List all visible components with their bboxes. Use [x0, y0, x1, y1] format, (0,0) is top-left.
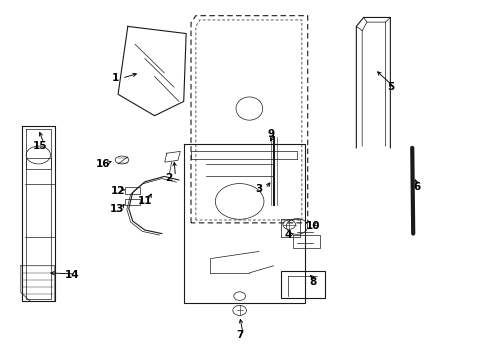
Text: 2: 2: [165, 173, 172, 183]
Text: 14: 14: [64, 270, 79, 280]
Text: 5: 5: [386, 82, 393, 92]
Bar: [125, 199, 140, 205]
Bar: [125, 187, 140, 194]
Text: 9: 9: [267, 129, 274, 139]
Text: 4: 4: [284, 230, 291, 240]
Text: 16: 16: [96, 159, 110, 169]
Text: 11: 11: [137, 197, 152, 206]
Bar: [292, 235, 319, 248]
Text: 10: 10: [305, 221, 319, 231]
Bar: [26, 158, 51, 169]
Text: 8: 8: [308, 277, 316, 287]
Text: 6: 6: [413, 182, 420, 192]
Text: 7: 7: [236, 330, 243, 341]
Text: 12: 12: [111, 186, 125, 196]
Text: 15: 15: [33, 141, 47, 151]
Bar: [281, 271, 324, 298]
Text: 1: 1: [112, 73, 119, 83]
Text: 3: 3: [255, 184, 262, 194]
Text: 13: 13: [110, 203, 124, 213]
